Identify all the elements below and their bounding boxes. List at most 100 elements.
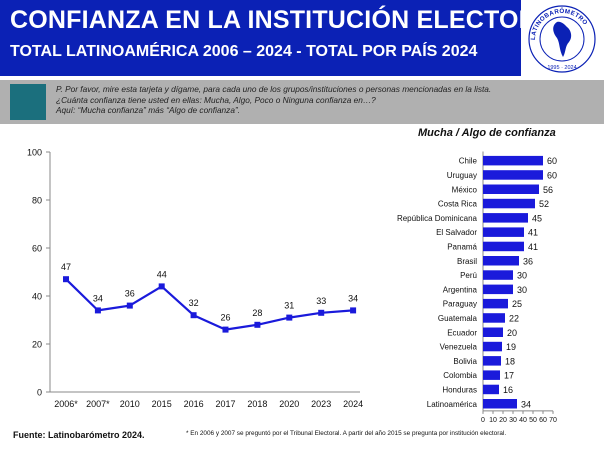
y-tick-label: 100 bbox=[27, 148, 42, 158]
page-title: CONFIANZA EN LA INSTITUCIÓN ELECTORAL bbox=[10, 6, 571, 34]
data-label: 56 bbox=[543, 185, 553, 195]
x-tick-label: 10 bbox=[489, 417, 497, 424]
data-label: 30 bbox=[517, 271, 527, 281]
x-tick-label: 2017 bbox=[215, 399, 235, 409]
category-label: Latinoamérica bbox=[427, 400, 478, 409]
data-label: 47 bbox=[61, 262, 71, 272]
logo-seal-icon: LATINOBARÓMETRO 1995 · 2024 bbox=[528, 5, 596, 73]
bar bbox=[483, 284, 513, 295]
y-tick-label: 20 bbox=[32, 340, 42, 350]
data-point bbox=[254, 321, 261, 328]
data-label: 60 bbox=[547, 170, 557, 180]
bar bbox=[483, 298, 508, 309]
data-label: 17 bbox=[504, 371, 514, 381]
category-label: Ecuador bbox=[447, 328, 477, 337]
data-label: 60 bbox=[547, 156, 557, 166]
y-tick-label: 40 bbox=[32, 292, 42, 302]
bar bbox=[483, 241, 524, 252]
category-label: Uruguay bbox=[447, 171, 477, 180]
question-marker bbox=[10, 84, 46, 120]
question-line: Aquí: “Mucha confianza” más “Algo de con… bbox=[56, 105, 241, 115]
bar bbox=[483, 327, 503, 337]
bar bbox=[483, 341, 502, 352]
data-point bbox=[63, 276, 69, 283]
x-tick-label: 30 bbox=[509, 417, 517, 424]
category-label: Chile bbox=[459, 157, 478, 166]
category-label: Guatemala bbox=[438, 314, 478, 323]
data-label: 30 bbox=[517, 285, 527, 295]
category-label: Bolivia bbox=[453, 357, 477, 366]
bar bbox=[483, 399, 517, 409]
category-label: Honduras bbox=[442, 385, 477, 394]
bar bbox=[483, 370, 500, 380]
data-label: 32 bbox=[189, 298, 199, 308]
bar bbox=[483, 198, 535, 209]
data-label: 52 bbox=[539, 199, 549, 209]
data-label: 18 bbox=[505, 356, 515, 366]
question-bar bbox=[0, 80, 604, 124]
x-tick-label: 2018 bbox=[247, 399, 267, 409]
footer-note: * En 2006 y 2007 se preguntó por el Trib… bbox=[186, 430, 507, 437]
data-label: 45 bbox=[532, 213, 542, 223]
data-label: 22 bbox=[509, 313, 519, 323]
question-line: P. Por favor, mire esta tarjeta y dígame… bbox=[56, 84, 492, 94]
category-label: Panamá bbox=[447, 242, 477, 251]
category-label: Brasil bbox=[457, 257, 477, 266]
header-banner: CONFIANZA EN LA INSTITUCIÓN ELECTORAL TO… bbox=[0, 0, 604, 76]
bar bbox=[483, 384, 499, 395]
x-tick-label: 40 bbox=[519, 417, 527, 424]
data-label: 34 bbox=[93, 293, 103, 303]
x-tick-label: 0 bbox=[481, 417, 485, 424]
bar bbox=[483, 155, 543, 166]
page-subtitle: TOTAL LATINOAMÉRICA 2006 – 2024 - TOTAL … bbox=[10, 43, 478, 60]
bar bbox=[483, 313, 505, 323]
category-label: Venezuela bbox=[440, 343, 478, 352]
data-label: 33 bbox=[316, 296, 326, 306]
x-tick-label: 2010 bbox=[120, 399, 140, 409]
x-tick-label: 2006* bbox=[54, 399, 78, 409]
category-label: Colombia bbox=[443, 371, 477, 380]
latinobarometro-logo: LATINOBARÓMETRO 1995 · 2024 bbox=[521, 0, 604, 76]
data-label: 20 bbox=[507, 328, 517, 338]
x-tick-label: 60 bbox=[539, 417, 547, 424]
data-point bbox=[286, 314, 293, 321]
data-label: 34 bbox=[348, 293, 358, 303]
data-label: 36 bbox=[523, 256, 533, 266]
x-tick-label: 2024 bbox=[343, 399, 363, 409]
data-label: 41 bbox=[528, 242, 538, 252]
data-label: 28 bbox=[252, 308, 262, 318]
question-text: P. Por favor, mire esta tarjeta y dígame… bbox=[56, 84, 596, 116]
data-label: 34 bbox=[521, 399, 531, 409]
data-label: 26 bbox=[220, 313, 230, 323]
x-tick-label: 2007* bbox=[86, 399, 110, 409]
data-point bbox=[350, 307, 357, 314]
y-tick-label: 0 bbox=[37, 388, 42, 398]
bar bbox=[483, 270, 513, 280]
category-label: Paraguay bbox=[443, 300, 477, 309]
bar-chart-title: Mucha / Algo de confianza bbox=[418, 127, 556, 139]
bar bbox=[483, 227, 524, 237]
question-line: ¿Cuánta confianza tiene usted en ellas: … bbox=[56, 94, 376, 105]
category-label: México bbox=[452, 185, 478, 194]
data-point bbox=[126, 302, 133, 309]
data-point bbox=[318, 309, 325, 316]
x-tick-label: 20 bbox=[499, 417, 507, 424]
data-point bbox=[222, 326, 229, 333]
bar bbox=[483, 184, 539, 194]
bar bbox=[483, 213, 528, 223]
x-tick-label: 70 bbox=[549, 417, 557, 424]
y-tick-label: 60 bbox=[32, 244, 42, 254]
category-label: Perú bbox=[460, 271, 477, 280]
bar bbox=[483, 170, 543, 180]
svg-text:1995 · 2024: 1995 · 2024 bbox=[547, 65, 576, 71]
data-point bbox=[158, 283, 165, 290]
data-label: 25 bbox=[512, 299, 522, 309]
bar bbox=[483, 356, 501, 366]
data-label: 16 bbox=[503, 385, 513, 395]
x-tick-label: 2016 bbox=[184, 399, 204, 409]
y-tick-label: 80 bbox=[32, 196, 42, 206]
data-label: 36 bbox=[125, 289, 135, 299]
data-label: 44 bbox=[157, 269, 167, 279]
category-label: República Dominicana bbox=[397, 214, 478, 223]
